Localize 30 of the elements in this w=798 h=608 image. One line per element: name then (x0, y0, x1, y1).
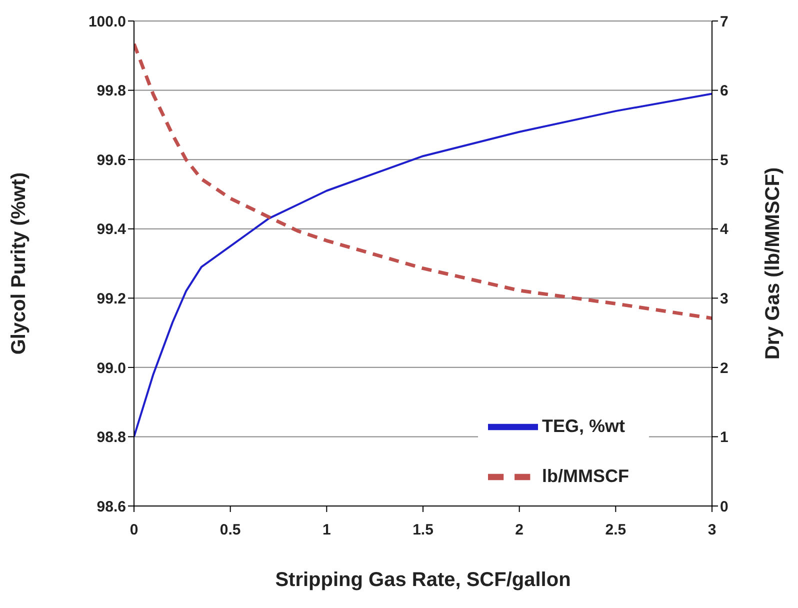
x-tick-label: 2.5 (605, 522, 626, 539)
y-tick-label: 99.6 (96, 152, 126, 169)
line-series (134, 92, 712, 438)
y2-tick-label: 6 (720, 82, 728, 100)
y-axis-title: Glycol Purity (%wt) (8, 172, 30, 355)
y-tick-label: 99.4 (96, 221, 127, 238)
y2-tick-label: 1 (720, 429, 728, 446)
y2-tick-label: 3 (720, 290, 728, 308)
y-tick-label: 98.6 (96, 498, 126, 516)
y-tick-label: 98.8 (96, 429, 126, 446)
y2-tick-label: 2 (720, 360, 728, 377)
y-tick-label: 100.0 (88, 13, 126, 30)
y2-tick-label: 0 (720, 498, 728, 516)
y2-tick-label: 5 (720, 152, 728, 169)
legend-label: lb/MMSCF (542, 466, 629, 486)
x-tick-label: 1 (322, 522, 331, 539)
y2-axis-title: Dry Gas (lb/MMSCF) (762, 167, 784, 360)
line-series (134, 42, 712, 320)
x-tick-label: 2 (515, 522, 524, 539)
x-axis-title: Stripping Gas Rate, SCF/gallon (275, 569, 571, 591)
x-tick-label: 0 (130, 522, 138, 539)
y-tick-label: 99.8 (96, 82, 126, 100)
legend-label: TEG, %wt (542, 416, 626, 436)
x-tick-label: 1.5 (412, 522, 434, 539)
y2-tick-label: 4 (720, 221, 729, 238)
x-tick-label: 0.5 (220, 522, 241, 539)
x-tick-label: 3 (708, 522, 716, 539)
y-tick-label: 99.2 (96, 290, 126, 308)
y-tick-label: 99.0 (96, 360, 126, 377)
y2-tick-label: 7 (720, 13, 728, 30)
